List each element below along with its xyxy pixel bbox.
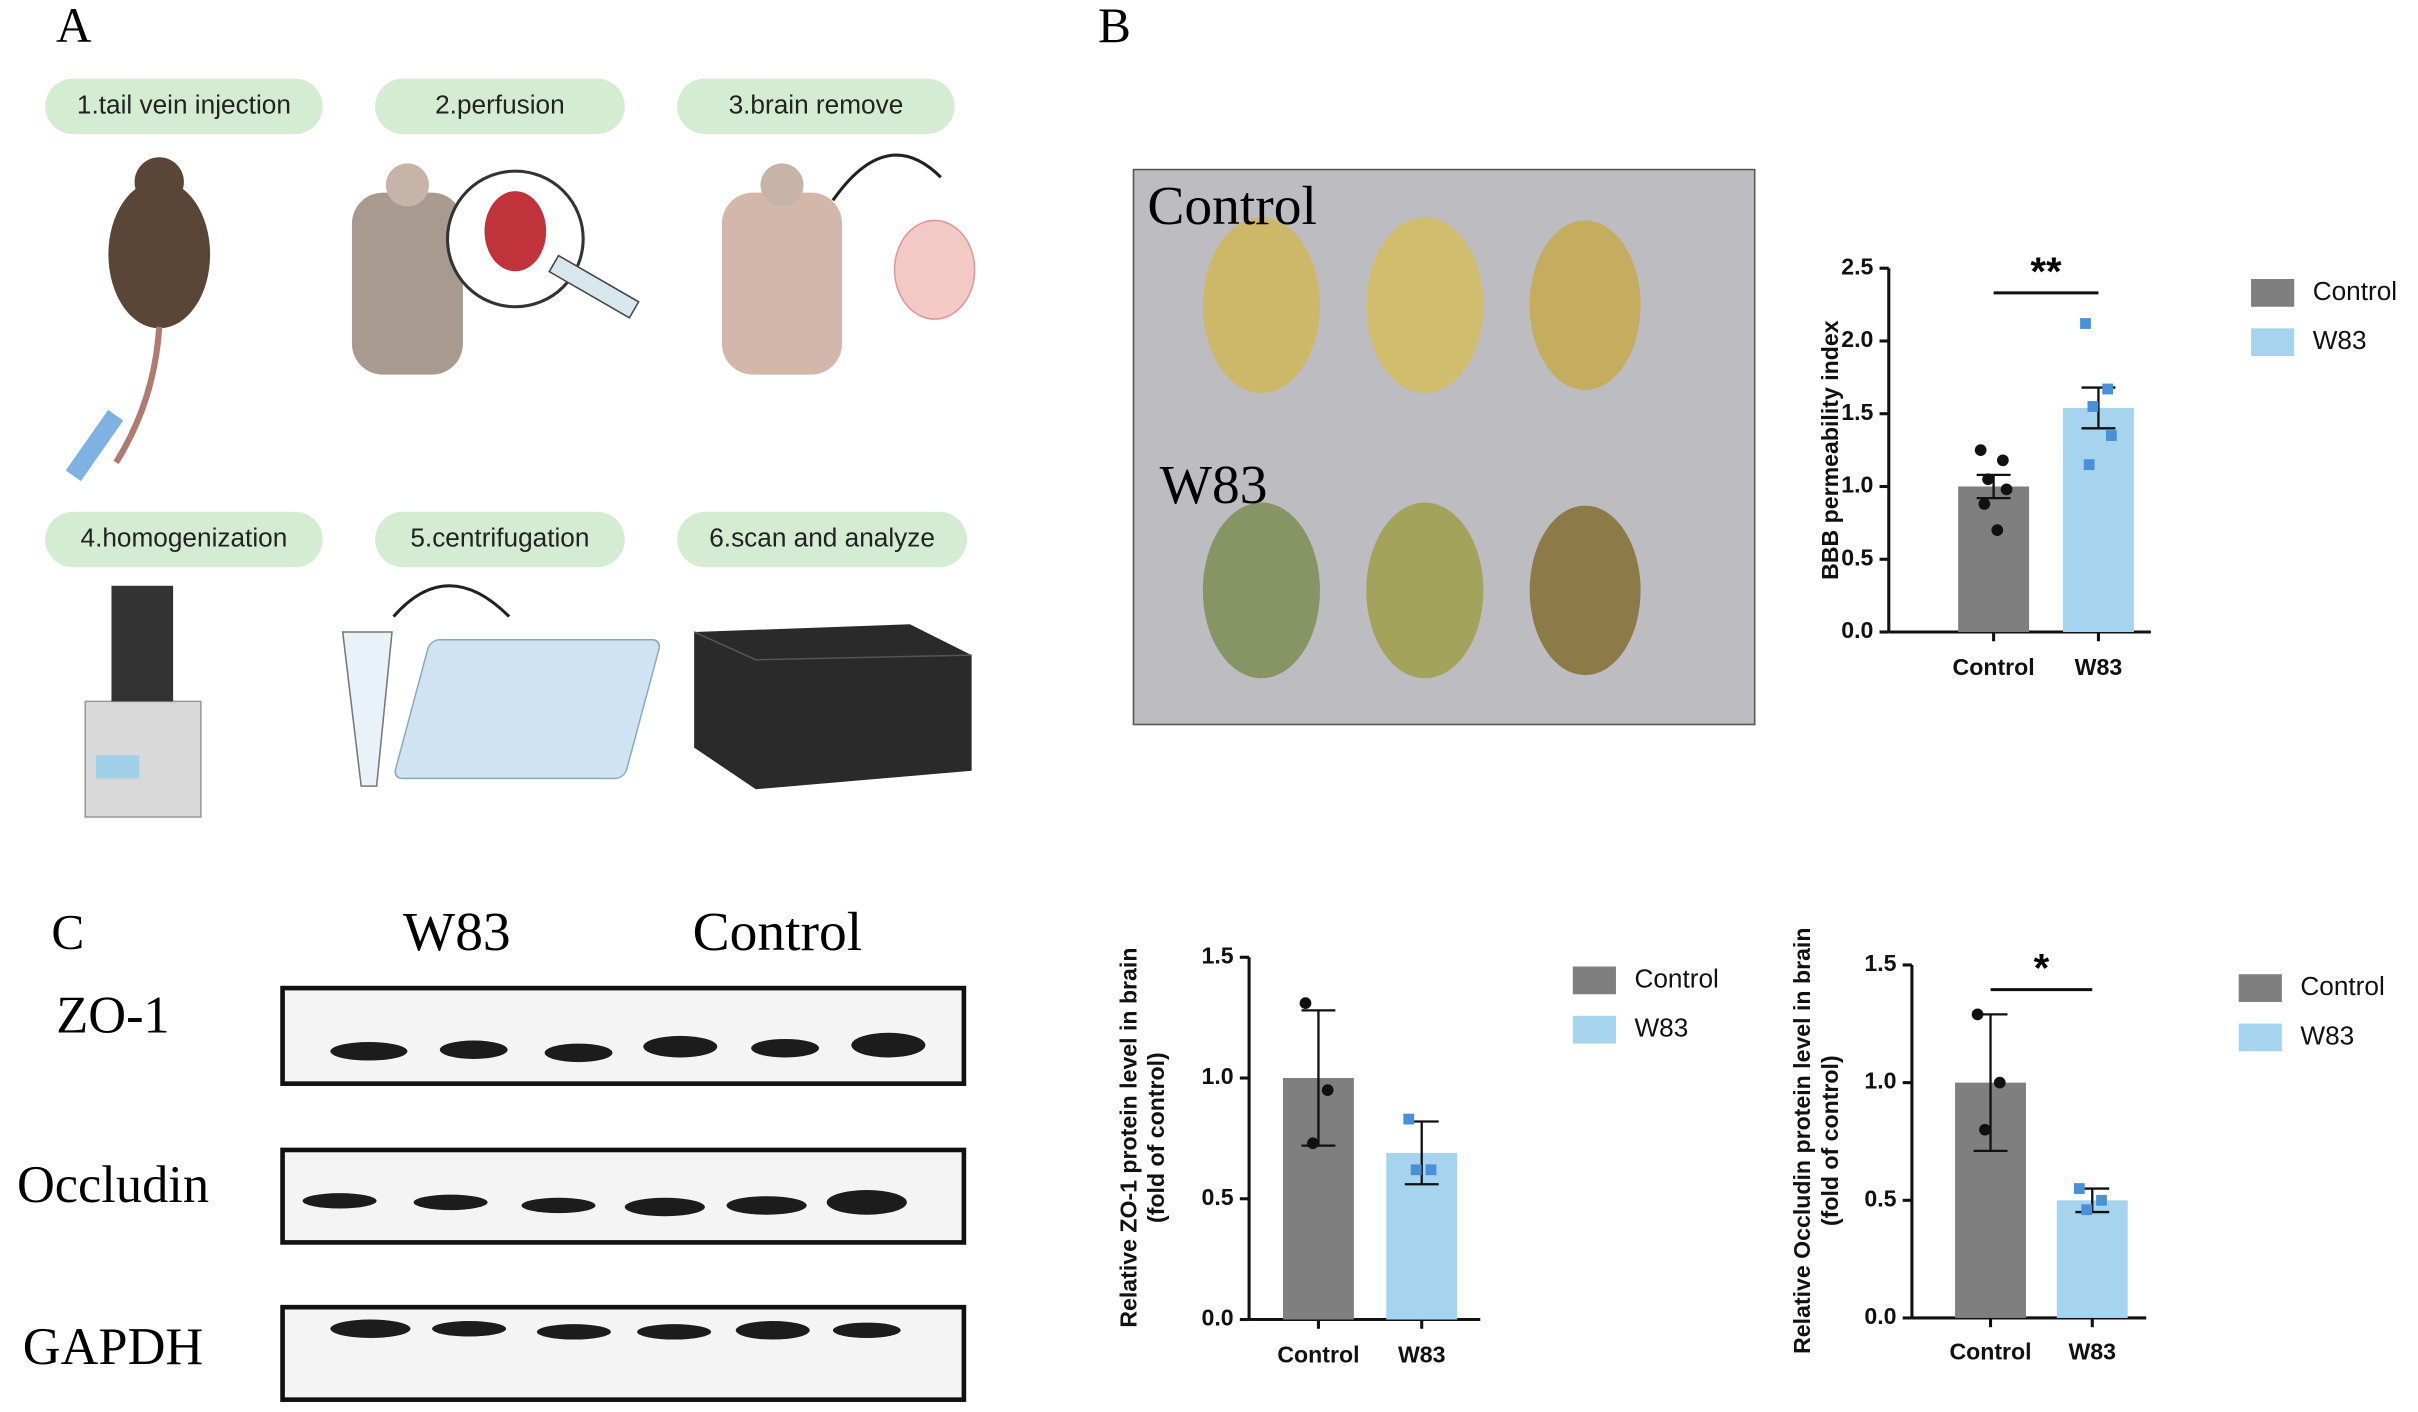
y-tick-label: 0.0 <box>1202 1305 1234 1331</box>
photo-label: W83 <box>1160 455 1268 516</box>
data-point <box>2102 383 2114 395</box>
step-label: 6.scan and analyze <box>709 522 935 552</box>
data-point <box>1991 524 2004 537</box>
blot-row-label: Occludin <box>17 1156 209 1214</box>
data-point <box>2083 459 2095 471</box>
y-axis-label: (fold of control) <box>1817 1055 1843 1226</box>
y-tick-label: 1.5 <box>1202 942 1234 968</box>
step-label: 4.homogenization <box>81 522 288 552</box>
y-tick-label: 1.5 <box>1864 950 1896 976</box>
data-point <box>2000 483 2013 496</box>
blot-bands <box>302 1032 926 1340</box>
x-tick-label: Control <box>1953 654 2035 680</box>
y-tick-label: 0.0 <box>1841 617 1873 643</box>
y-tick-label: 0.0 <box>1864 1303 1896 1329</box>
legend-swatch <box>2238 1023 2282 1052</box>
panel-label: B <box>1098 0 1131 53</box>
x-tick-label: Control <box>1949 1339 2031 1365</box>
data-point <box>1321 1084 1334 1096</box>
y-axis-label: (fold of control) <box>1143 1052 1169 1223</box>
legend-swatch <box>1572 1015 1616 1044</box>
step-label: 5.centrifugation <box>410 522 589 552</box>
data-point <box>2080 318 2091 329</box>
step-label: 2.perfusion <box>435 89 565 119</box>
data-point <box>1993 1076 2006 1089</box>
x-tick-label: Control <box>1277 1342 1359 1368</box>
legend-label: Control <box>2300 971 2384 1001</box>
y-tick-label: 1.0 <box>1202 1063 1234 1089</box>
y-tick-label: 0.5 <box>1864 1185 1896 1211</box>
x-tick-label: W83 <box>1398 1342 1446 1368</box>
bar <box>1958 486 2030 633</box>
significance-label: * <box>2034 947 2050 991</box>
error-bar <box>1301 1009 1336 1147</box>
significance-label: ** <box>2030 250 2062 294</box>
panel-label: A <box>56 0 92 53</box>
legend-label: W83 <box>2313 325 2367 355</box>
legend-label: W83 <box>2300 1020 2354 1050</box>
bar <box>2056 1200 2128 1318</box>
brain-photos <box>1202 217 1641 679</box>
legend-swatch <box>2251 279 2295 307</box>
legend-label: Control <box>1634 963 1718 993</box>
homogenizer-icon <box>84 585 202 818</box>
blot-column-label: Control <box>693 902 863 963</box>
y-axis-label: Relative Occludin protein level in brain <box>1789 928 1815 1354</box>
blot-column-label: W83 <box>403 902 511 963</box>
data-point <box>1997 454 2009 467</box>
perfusion-icon <box>351 163 640 375</box>
y-tick-label: 0.5 <box>1202 1184 1234 1210</box>
steps <box>45 78 967 568</box>
centrifuge-icon <box>341 584 661 787</box>
data-point <box>1982 473 1994 486</box>
data-point <box>1299 997 1312 1010</box>
blot-strips <box>280 985 967 1402</box>
mouse-icon <box>65 157 211 482</box>
y-tick-label: 1.0 <box>1864 1068 1896 1094</box>
y-tick-label: 2.0 <box>1841 326 1873 352</box>
legend-label: Control <box>2313 276 2397 306</box>
scanner-icon <box>693 624 972 790</box>
y-axis-label: BBB permeability index <box>1817 320 1843 580</box>
data-point <box>2096 1194 2107 1206</box>
x-tick-label: W83 <box>2069 1339 2117 1365</box>
legend-swatch <box>2238 974 2282 1002</box>
x-tick-label: W83 <box>2075 654 2123 680</box>
data-point <box>1971 1008 1984 1021</box>
blot-row-label: ZO-1 <box>56 986 170 1044</box>
data-point <box>1403 1113 1415 1125</box>
y-tick-label: 2.5 <box>1841 253 1873 279</box>
data-point <box>1979 1123 1991 1136</box>
data-point <box>1410 1164 1422 1176</box>
y-axis-label: Relative ZO-1 protein level in brain <box>1115 948 1141 1328</box>
step-label: 1.tail vein injection <box>77 89 291 119</box>
bar <box>2062 407 2134 633</box>
y-tick-label: 1.5 <box>1841 399 1873 425</box>
data-point <box>2081 1204 2093 1216</box>
data-point <box>1978 498 1991 510</box>
blot-row-label: GAPDH <box>23 1318 204 1376</box>
data-point <box>1307 1137 1319 1150</box>
y-tick-label: 1.0 <box>1841 472 1873 498</box>
data-point <box>2087 401 2099 412</box>
legend-label: W83 <box>1634 1013 1688 1043</box>
data-point <box>1425 1164 1437 1176</box>
legend-swatch <box>2251 328 2295 357</box>
photo-label: Control <box>1147 176 1317 237</box>
panel-label: C <box>51 905 84 960</box>
legend-swatch <box>1572 966 1616 995</box>
data-point <box>1974 444 1987 456</box>
data-point <box>2073 1183 2085 1194</box>
brain-remove-icon <box>721 153 976 375</box>
data-point <box>2105 430 2117 441</box>
y-tick-label: 0.5 <box>1841 544 1873 570</box>
step-label: 3.brain remove <box>729 89 904 119</box>
